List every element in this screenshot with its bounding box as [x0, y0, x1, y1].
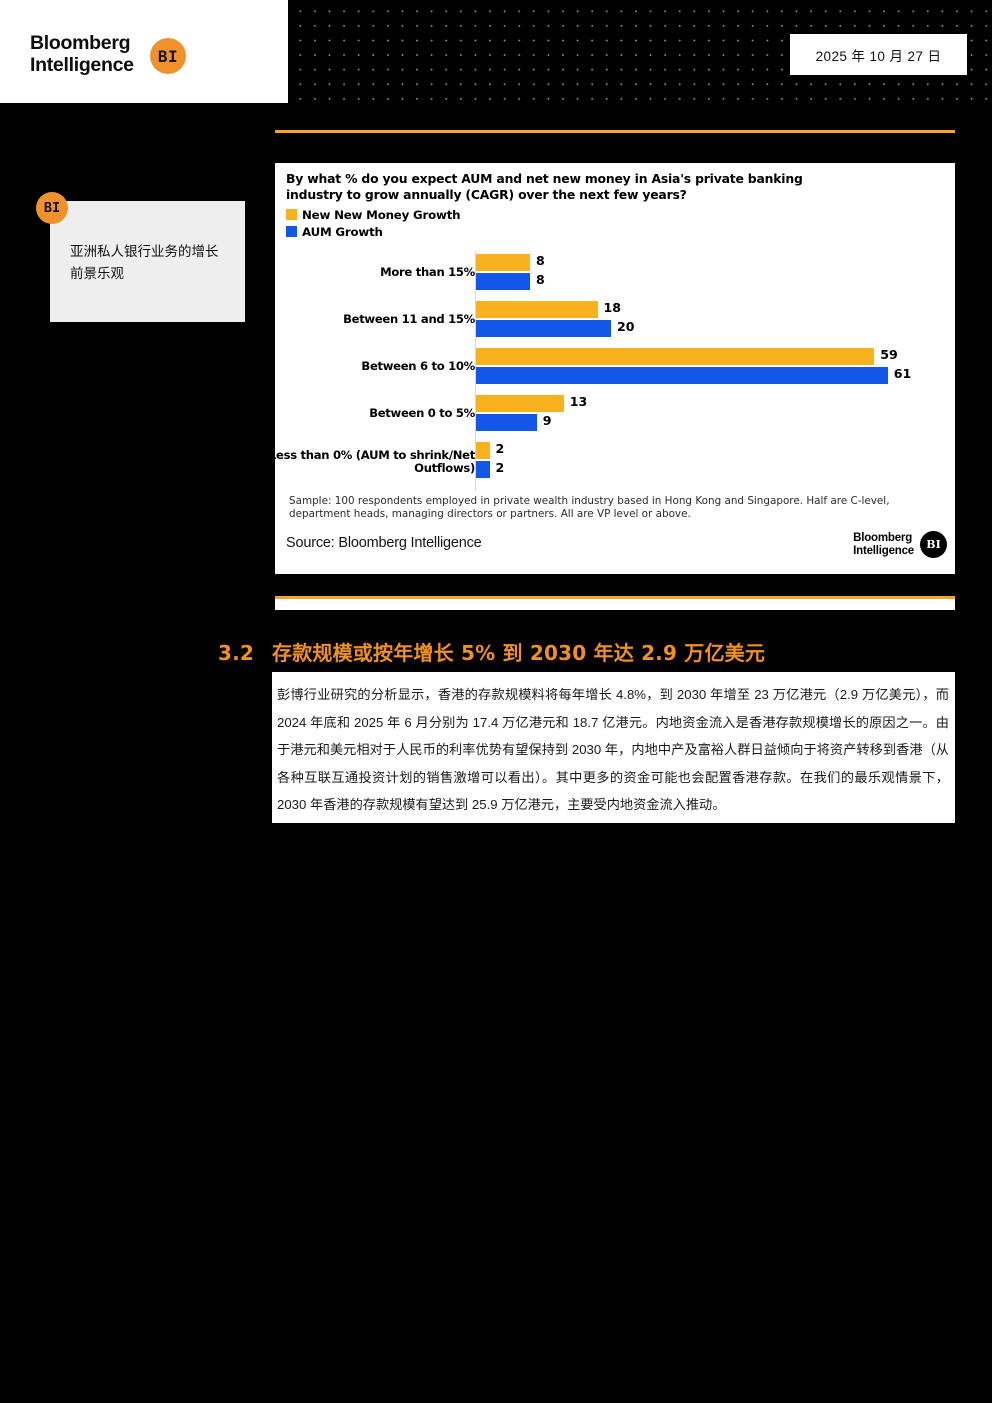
chart-bar — [476, 414, 537, 431]
bloomberg-intelligence-logo: Bloomberg Intelligence BI — [0, 0, 288, 103]
section-number: 3.2 — [218, 641, 255, 665]
chart-brand-line-2: Intelligence — [853, 544, 914, 557]
chart-bar-value: 8 — [536, 272, 545, 287]
chart-category-row: Between 0 to 5% 13 9 — [275, 392, 955, 439]
chart-bar — [476, 367, 888, 384]
chart-bar — [476, 348, 875, 365]
chart-bi-badge-icon: BI — [920, 531, 947, 558]
chart-bar — [476, 301, 598, 318]
legend-label: New New Money Growth — [302, 207, 461, 222]
body-panel: 彭博行业研究的分析显示，香港的存款规模料将每年增长 4.8%，到 2030 年增… — [272, 672, 955, 823]
chart-brand-line-1: Bloomberg — [853, 532, 913, 544]
chart-bar-value: 59 — [880, 347, 898, 362]
chart-category-row: Between 11 and 15% 18 20 — [275, 298, 955, 345]
chart-bar — [476, 254, 530, 271]
chart-bar — [476, 320, 611, 337]
chart-bar — [476, 395, 564, 412]
body-paragraph: 彭博行业研究的分析显示，香港的存款规模料将每年增长 4.8%，到 2030 年增… — [277, 687, 949, 812]
chart-brand-logo: Bloomberg Intelligence BI — [853, 531, 947, 558]
chart-bar — [476, 461, 490, 478]
chart-title: By what % do you expect AUM and net new … — [286, 171, 803, 202]
section-title: 存款规模或按年增长 5% 到 2030 年达 2.9 万亿美元 — [272, 641, 766, 665]
callout-text: 亚洲私人银行业务的增长前景乐观 — [70, 244, 219, 281]
legend-swatch-icon — [286, 209, 297, 220]
brand-line-2: Intelligence — [30, 53, 134, 76]
legend-item-new-new-money-growth: New New Money Growth — [286, 207, 461, 222]
chart-legend: New New Money Growth AUM Growth — [286, 207, 461, 241]
divider-white-strip — [275, 599, 955, 610]
chart-bar-value: 2 — [495, 460, 505, 475]
divider-mid — [275, 596, 955, 599]
chart-bar-value: 20 — [617, 319, 635, 334]
chart-bar-value: 9 — [542, 413, 552, 428]
chart-bar-value: 13 — [569, 394, 588, 409]
brand-wordmark: Bloomberg Intelligence — [30, 32, 134, 76]
bi-badge-icon: BI — [150, 38, 186, 74]
chart-source: Source: Bloomberg Intelligence — [286, 535, 482, 551]
chart-bar-value: 8 — [536, 253, 545, 268]
chart-category-row: Between 6 to 10% 59 61 — [275, 345, 955, 392]
chart-plot-area: More than 15% 8 8 Between 11 and 15% 18 20 Bet… — [269, 251, 955, 491]
chart-axis-line — [475, 251, 476, 491]
callout-bi-badge-icon: BI — [36, 192, 68, 224]
chart-category-label: Between 0 to 5% — [369, 406, 475, 420]
chart-bar-value: 2 — [495, 441, 505, 456]
legend-item-aum-growth: AUM Growth — [286, 224, 460, 239]
chart-brand-wordmark: Bloomberg Intelligence — [853, 532, 914, 557]
chart-category-label: Less than 0% (AUM to shrink/Net Outflows… — [268, 448, 475, 475]
chart-footnote: Sample: 100 respondents employed in priv… — [289, 495, 890, 520]
chart-bar-value: 18 — [603, 300, 622, 315]
section-heading: 3.2 存款规模或按年增长 5% 到 2030 年达 2.9 万亿美元 — [218, 637, 958, 666]
chart-category-label: Between 6 to 10% — [361, 359, 475, 373]
chart-bar — [476, 442, 490, 459]
chart-category-row: Less than 0% (AUM to shrink/Net Outflows… — [269, 439, 955, 486]
page-header: Bloomberg Intelligence BI 2025 年 10 月 27… — [0, 0, 992, 108]
chart-category-row: More than 15% 8 8 — [275, 251, 955, 298]
chart-panel: By what % do you expect AUM and net new … — [269, 163, 955, 574]
report-date: 2025 年 10 月 27 日 — [790, 34, 967, 75]
chart-bar-value: 61 — [893, 366, 912, 381]
chart-category-label: More than 15% — [380, 265, 475, 279]
callout-box: 亚洲私人银行业务的增长前景乐观 — [50, 201, 245, 322]
chart-bar — [476, 273, 530, 290]
chart-category-label: Between 11 and 15% — [343, 312, 475, 326]
legend-swatch-icon — [286, 226, 297, 237]
brand-line-1: Bloomberg — [30, 32, 131, 54]
legend-label: AUM Growth — [302, 224, 383, 239]
divider-top — [275, 130, 955, 133]
